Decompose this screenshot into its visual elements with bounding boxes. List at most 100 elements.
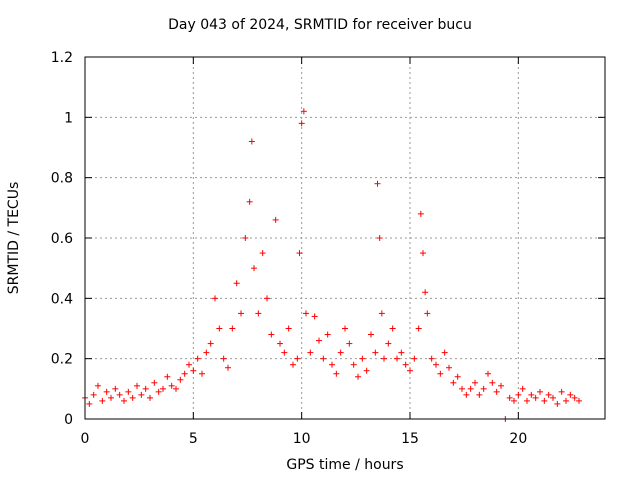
data-point: [199, 370, 205, 377]
data-point: [242, 235, 249, 241]
data-point: [134, 382, 140, 389]
data-point: [463, 391, 470, 398]
data-point: [212, 295, 218, 302]
axis-ticks: 0 0.2 0.4 0.6 0.8 1 1.2 0 5 10 15 20: [51, 50, 605, 447]
data-point: [238, 310, 244, 317]
data-point: [428, 355, 435, 362]
data-point: [333, 370, 340, 377]
data-point: [389, 325, 396, 332]
data-point: [441, 349, 448, 356]
data-point: [524, 397, 530, 404]
data-point: [420, 250, 426, 257]
data-point: [320, 355, 327, 362]
data-point: [476, 391, 483, 398]
data-point: [558, 388, 565, 395]
y-tick-label: 0: [64, 412, 73, 428]
data-point: [422, 289, 429, 296]
data-point: [225, 364, 231, 371]
data-point: [515, 391, 522, 398]
data-point: [342, 325, 348, 332]
data-point: [424, 310, 431, 317]
y-tick-label: 0.6: [51, 231, 73, 247]
data-point: [329, 361, 335, 368]
x-tick-label: 5: [189, 431, 198, 447]
data-point: [168, 382, 175, 389]
y-tick-label: 1.2: [51, 50, 73, 66]
data-point: [567, 391, 574, 398]
data-point: [164, 373, 171, 380]
data-point: [467, 385, 474, 392]
data-point: [121, 397, 127, 404]
data-point: [563, 397, 569, 404]
data-point: [433, 361, 439, 368]
data-point: [142, 385, 149, 392]
data-point: [203, 349, 210, 356]
data-point: [355, 373, 361, 380]
data-point: [108, 394, 114, 401]
data-point: [350, 361, 357, 368]
data-point: [138, 391, 145, 398]
data-point: [129, 394, 136, 401]
data-point: [272, 216, 279, 223]
data-point: [511, 397, 517, 404]
data-point: [296, 250, 303, 257]
data-point: [541, 397, 548, 404]
data-point: [537, 388, 543, 395]
data-point: [99, 397, 106, 404]
data-point: [281, 349, 288, 356]
x-tick-label: 10: [293, 431, 311, 447]
data-point: [407, 367, 413, 374]
data-point: [398, 349, 405, 356]
data-point: [103, 388, 110, 395]
data-point: [402, 361, 409, 368]
data-point: [446, 364, 452, 371]
data-point: [125, 388, 132, 395]
data-point: [489, 379, 496, 386]
grid: [85, 57, 605, 419]
data-point: [498, 382, 504, 389]
data-point: [190, 367, 197, 374]
data-point: [385, 340, 392, 347]
data-point: [229, 325, 236, 332]
data-point: [268, 331, 275, 338]
data-point: [576, 397, 582, 404]
data-point: [186, 361, 192, 368]
data-point: [311, 313, 318, 320]
data-point: [112, 385, 119, 392]
data-point: [485, 370, 491, 377]
data-point: [207, 340, 214, 347]
data-point: [459, 385, 465, 392]
data-point: [363, 367, 370, 374]
data-point: [417, 210, 424, 217]
data-point: [285, 325, 292, 332]
data-point: [528, 391, 535, 398]
data-point: [571, 394, 578, 401]
data-point: [374, 180, 381, 187]
data-point: [450, 379, 457, 386]
data-point: [437, 370, 444, 377]
data-point: [307, 349, 314, 356]
data-point: [324, 331, 331, 338]
data-point: [554, 400, 561, 407]
data-points: [82, 108, 582, 422]
data-point: [316, 337, 322, 344]
data-point: [116, 391, 123, 398]
data-point: [372, 349, 379, 356]
data-point: [381, 355, 387, 362]
data-point: [251, 265, 257, 272]
y-tick-label: 0.2: [51, 352, 73, 368]
data-point: [550, 394, 556, 401]
data-point: [303, 310, 309, 317]
data-point: [173, 385, 179, 392]
y-tick-label: 0.4: [51, 291, 73, 307]
data-point: [298, 120, 305, 127]
data-point: [300, 108, 307, 115]
data-point: [294, 355, 301, 362]
data-point: [493, 388, 500, 395]
data-point: [290, 361, 296, 368]
x-axis-label: GPS time / hours: [286, 457, 404, 473]
data-point: [376, 235, 383, 241]
data-point: [532, 394, 539, 401]
x-tick-label: 0: [81, 431, 90, 447]
